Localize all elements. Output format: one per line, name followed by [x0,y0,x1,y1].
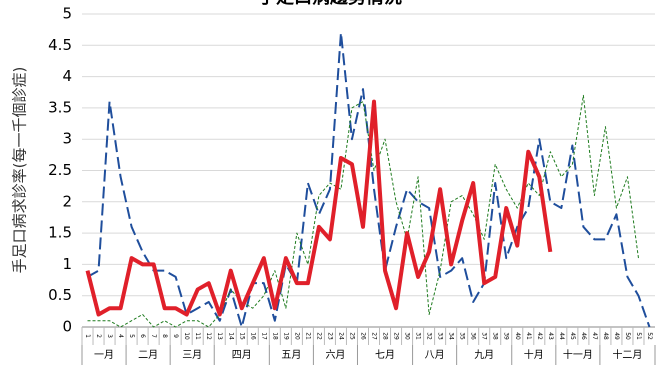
x-tick-label: 37 [481,332,488,340]
y-tick-label: 1.5 [48,224,72,242]
x-tick-label: 14 [227,332,234,340]
x-tick-label: 20 [293,332,300,340]
series-line [87,94,639,328]
x-tick-label: 7 [150,334,157,338]
x-tick-label: 50 [624,332,631,340]
x-tick-label: 51 [635,332,642,340]
x-tick-label: 8 [161,334,168,338]
y-tick-label: 4 [62,67,72,85]
month-label: 十二月 [612,348,642,361]
y-axis-label: 手足口病求診率(每一千個診症) [11,67,29,274]
month-label: 十一月 [563,348,593,361]
x-tick-label: 29 [393,332,400,340]
y-tick-label: 4.5 [48,36,72,54]
x-tick-label: 19 [282,332,289,340]
month-label: 八月 [425,349,445,361]
x-tick-label: 4 [117,334,124,338]
month-label: 九月 [474,349,494,361]
x-tick-label: 34 [448,332,455,340]
x-tick-label: 42 [536,332,543,340]
x-tick-label: 36 [470,332,477,340]
x-tick-label: 35 [459,332,466,340]
chart-title: 手足口病趨勢情況 [258,0,402,8]
x-tick-label: 12 [205,332,212,340]
x-tick-label: 25 [348,332,355,340]
x-tick-label: 18 [271,332,278,340]
month-label: 二月 [138,349,158,361]
x-tick-label: 45 [569,332,576,340]
series-line [85,99,553,317]
y-tick-label: 0.5 [48,286,72,304]
y-tick-label: 2.5 [48,161,72,179]
x-tick-label: 43 [547,332,554,340]
x-tick-label: 40 [514,332,521,340]
x-tick-label: 10 [183,332,190,340]
x-tick-label: 2 [95,334,102,338]
x-tick-label: 23 [326,332,333,340]
x-tick-label: 27 [371,332,378,340]
month-label: 七月 [375,349,395,361]
x-tick-label: 21 [304,332,311,340]
y-tick-label: 1 [62,255,72,273]
x-tick-label: 17 [260,332,267,340]
x-tick-label: 44 [558,332,565,340]
x-tick-label: 13 [216,332,223,340]
y-tick-label: 2 [62,192,72,210]
y-tick-label: 3.5 [48,98,72,116]
x-tick-label: 28 [382,332,389,340]
month-label: 十月 [524,348,544,361]
x-tick-label: 49 [613,332,620,340]
x-tick-label: 32 [426,332,433,340]
month-label: 五月 [281,349,301,361]
x-tick-label: 15 [238,332,245,340]
y-tick-label: 5 [62,5,72,23]
x-tick-label: 46 [580,332,587,340]
x-tick-label: 9 [172,334,179,338]
x-tick-label: 47 [591,332,598,340]
month-label: 六月 [325,349,345,361]
x-tick-label: 48 [602,332,609,340]
x-tick-label: 5 [128,334,135,338]
x-tick-label: 11 [194,332,201,340]
month-label: 一月 [94,349,114,361]
x-tick-label: 52 [646,332,653,340]
x-tick-label: 22 [315,332,322,340]
x-tick-label: 24 [337,332,344,340]
x-tick-label: 38 [492,332,499,340]
month-label: 四月 [232,349,252,361]
y-tick-label: 0 [62,318,72,336]
y-tick-label: 3 [62,130,72,148]
x-tick-label: 6 [139,334,146,338]
x-tick-label: 33 [437,332,444,340]
x-tick-label: 39 [503,332,510,340]
month-label: 三月 [182,349,202,361]
x-tick-label: 31 [415,332,422,340]
x-tick-label: 3 [106,334,113,338]
x-tick-label: 16 [249,332,256,340]
x-tick-label: 26 [359,332,366,340]
x-tick-label: 41 [525,332,532,340]
x-tick-label: 1 [84,334,91,338]
x-tick-label: 30 [404,332,411,340]
